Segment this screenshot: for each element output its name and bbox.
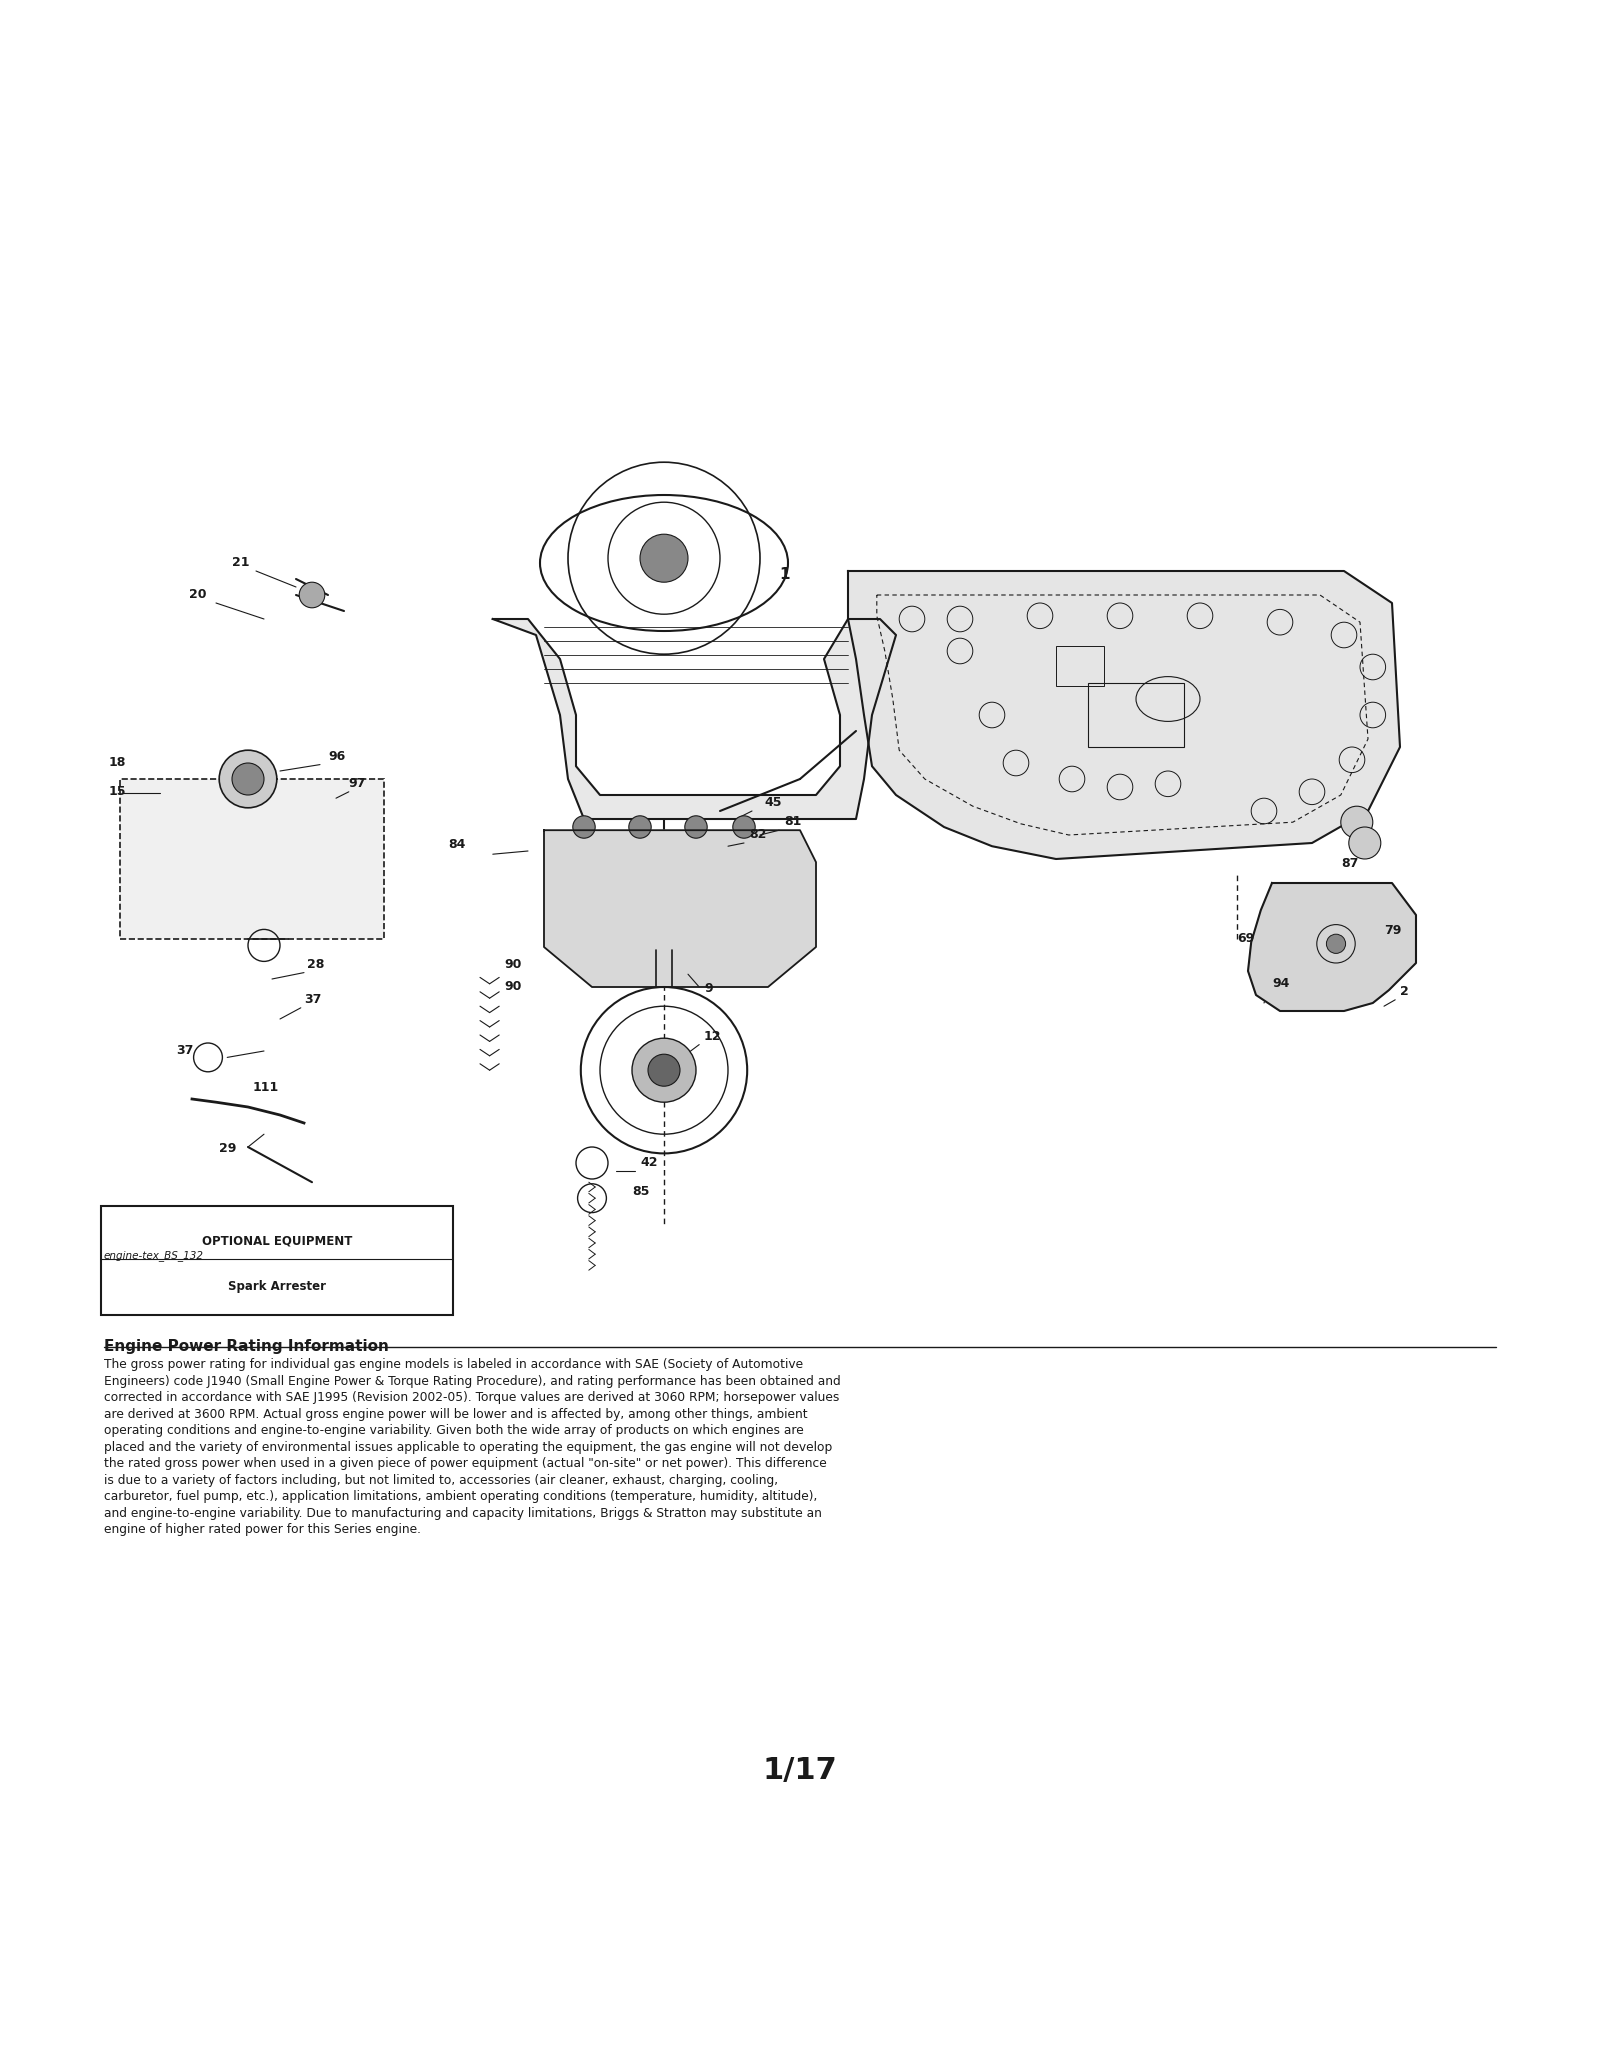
Text: 94: 94 [1272, 977, 1290, 989]
Text: 81: 81 [784, 816, 802, 828]
Circle shape [219, 749, 277, 807]
Text: 85: 85 [632, 1184, 650, 1199]
Text: The gross power rating for individual gas engine models is labeled in accordance: The gross power rating for individual ga… [104, 1358, 840, 1536]
Text: 97: 97 [349, 776, 366, 791]
Text: 84: 84 [448, 838, 466, 851]
Polygon shape [544, 830, 816, 987]
Text: 37: 37 [304, 994, 322, 1006]
Text: 1: 1 [779, 567, 790, 582]
FancyBboxPatch shape [120, 778, 384, 940]
Text: 90: 90 [504, 958, 522, 971]
Text: engine-tex_BS_132: engine-tex_BS_132 [104, 1250, 205, 1261]
Circle shape [1341, 805, 1373, 838]
Text: 42: 42 [640, 1157, 658, 1170]
Text: 45: 45 [765, 797, 782, 809]
Polygon shape [493, 619, 896, 820]
Circle shape [648, 1054, 680, 1087]
Circle shape [573, 816, 595, 838]
Text: 29: 29 [219, 1143, 237, 1155]
Text: 82: 82 [749, 828, 766, 840]
Text: Engine Power Rating Information: Engine Power Rating Information [104, 1339, 389, 1354]
Text: 28: 28 [307, 958, 325, 971]
Circle shape [629, 816, 651, 838]
Text: 96: 96 [328, 749, 346, 764]
Circle shape [299, 582, 325, 609]
Text: Spark Arrester: Spark Arrester [227, 1279, 326, 1292]
Circle shape [733, 816, 755, 838]
Text: 18: 18 [109, 756, 126, 770]
Text: 37: 37 [176, 1043, 194, 1058]
Text: 79: 79 [1384, 923, 1402, 938]
Circle shape [640, 534, 688, 582]
Text: 12: 12 [704, 1029, 722, 1043]
Text: 111: 111 [253, 1081, 278, 1095]
Circle shape [1326, 934, 1346, 954]
Text: 15: 15 [109, 785, 126, 799]
Text: 2: 2 [1400, 985, 1408, 998]
Text: 1/17: 1/17 [763, 1757, 837, 1786]
Circle shape [632, 1039, 696, 1101]
Text: 87: 87 [1341, 857, 1358, 869]
Text: 21: 21 [232, 557, 250, 569]
Text: OPTIONAL EQUIPMENT: OPTIONAL EQUIPMENT [202, 1236, 352, 1248]
Circle shape [232, 764, 264, 795]
Text: 90: 90 [504, 981, 522, 994]
Text: 20: 20 [189, 588, 206, 600]
Polygon shape [848, 571, 1400, 859]
Circle shape [685, 816, 707, 838]
Circle shape [1349, 828, 1381, 859]
Text: 9: 9 [704, 981, 712, 996]
Polygon shape [1248, 884, 1416, 1010]
Text: 69: 69 [1237, 932, 1254, 946]
